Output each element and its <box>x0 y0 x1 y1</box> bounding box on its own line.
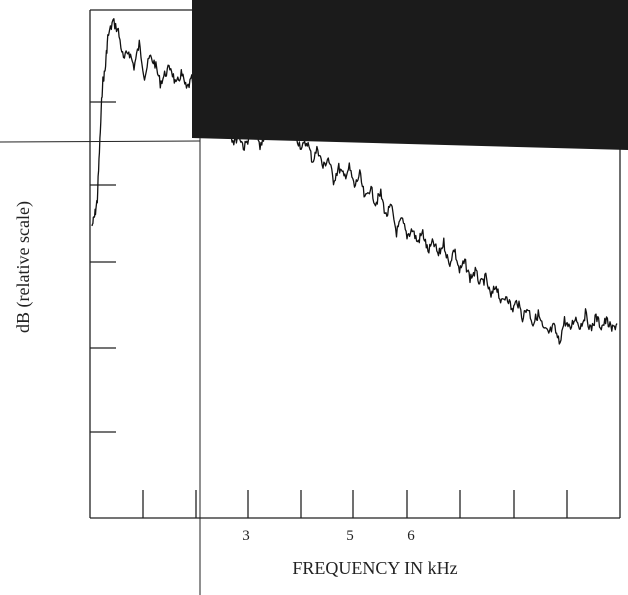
x-tick-label: 5 <box>346 528 354 544</box>
y-ticks <box>90 101 116 433</box>
redaction-block <box>192 0 628 150</box>
x-axis-title: FREQUENCY IN kHz <box>292 558 457 578</box>
horizontal-crosshair-line <box>0 140 201 143</box>
x-tick-label: 3 <box>242 528 250 544</box>
y-axis-title: dB (relative scale) <box>13 201 34 333</box>
x-ticks <box>142 490 568 518</box>
x-tick-label: 6 <box>407 528 415 544</box>
series-line <box>91 18 618 345</box>
